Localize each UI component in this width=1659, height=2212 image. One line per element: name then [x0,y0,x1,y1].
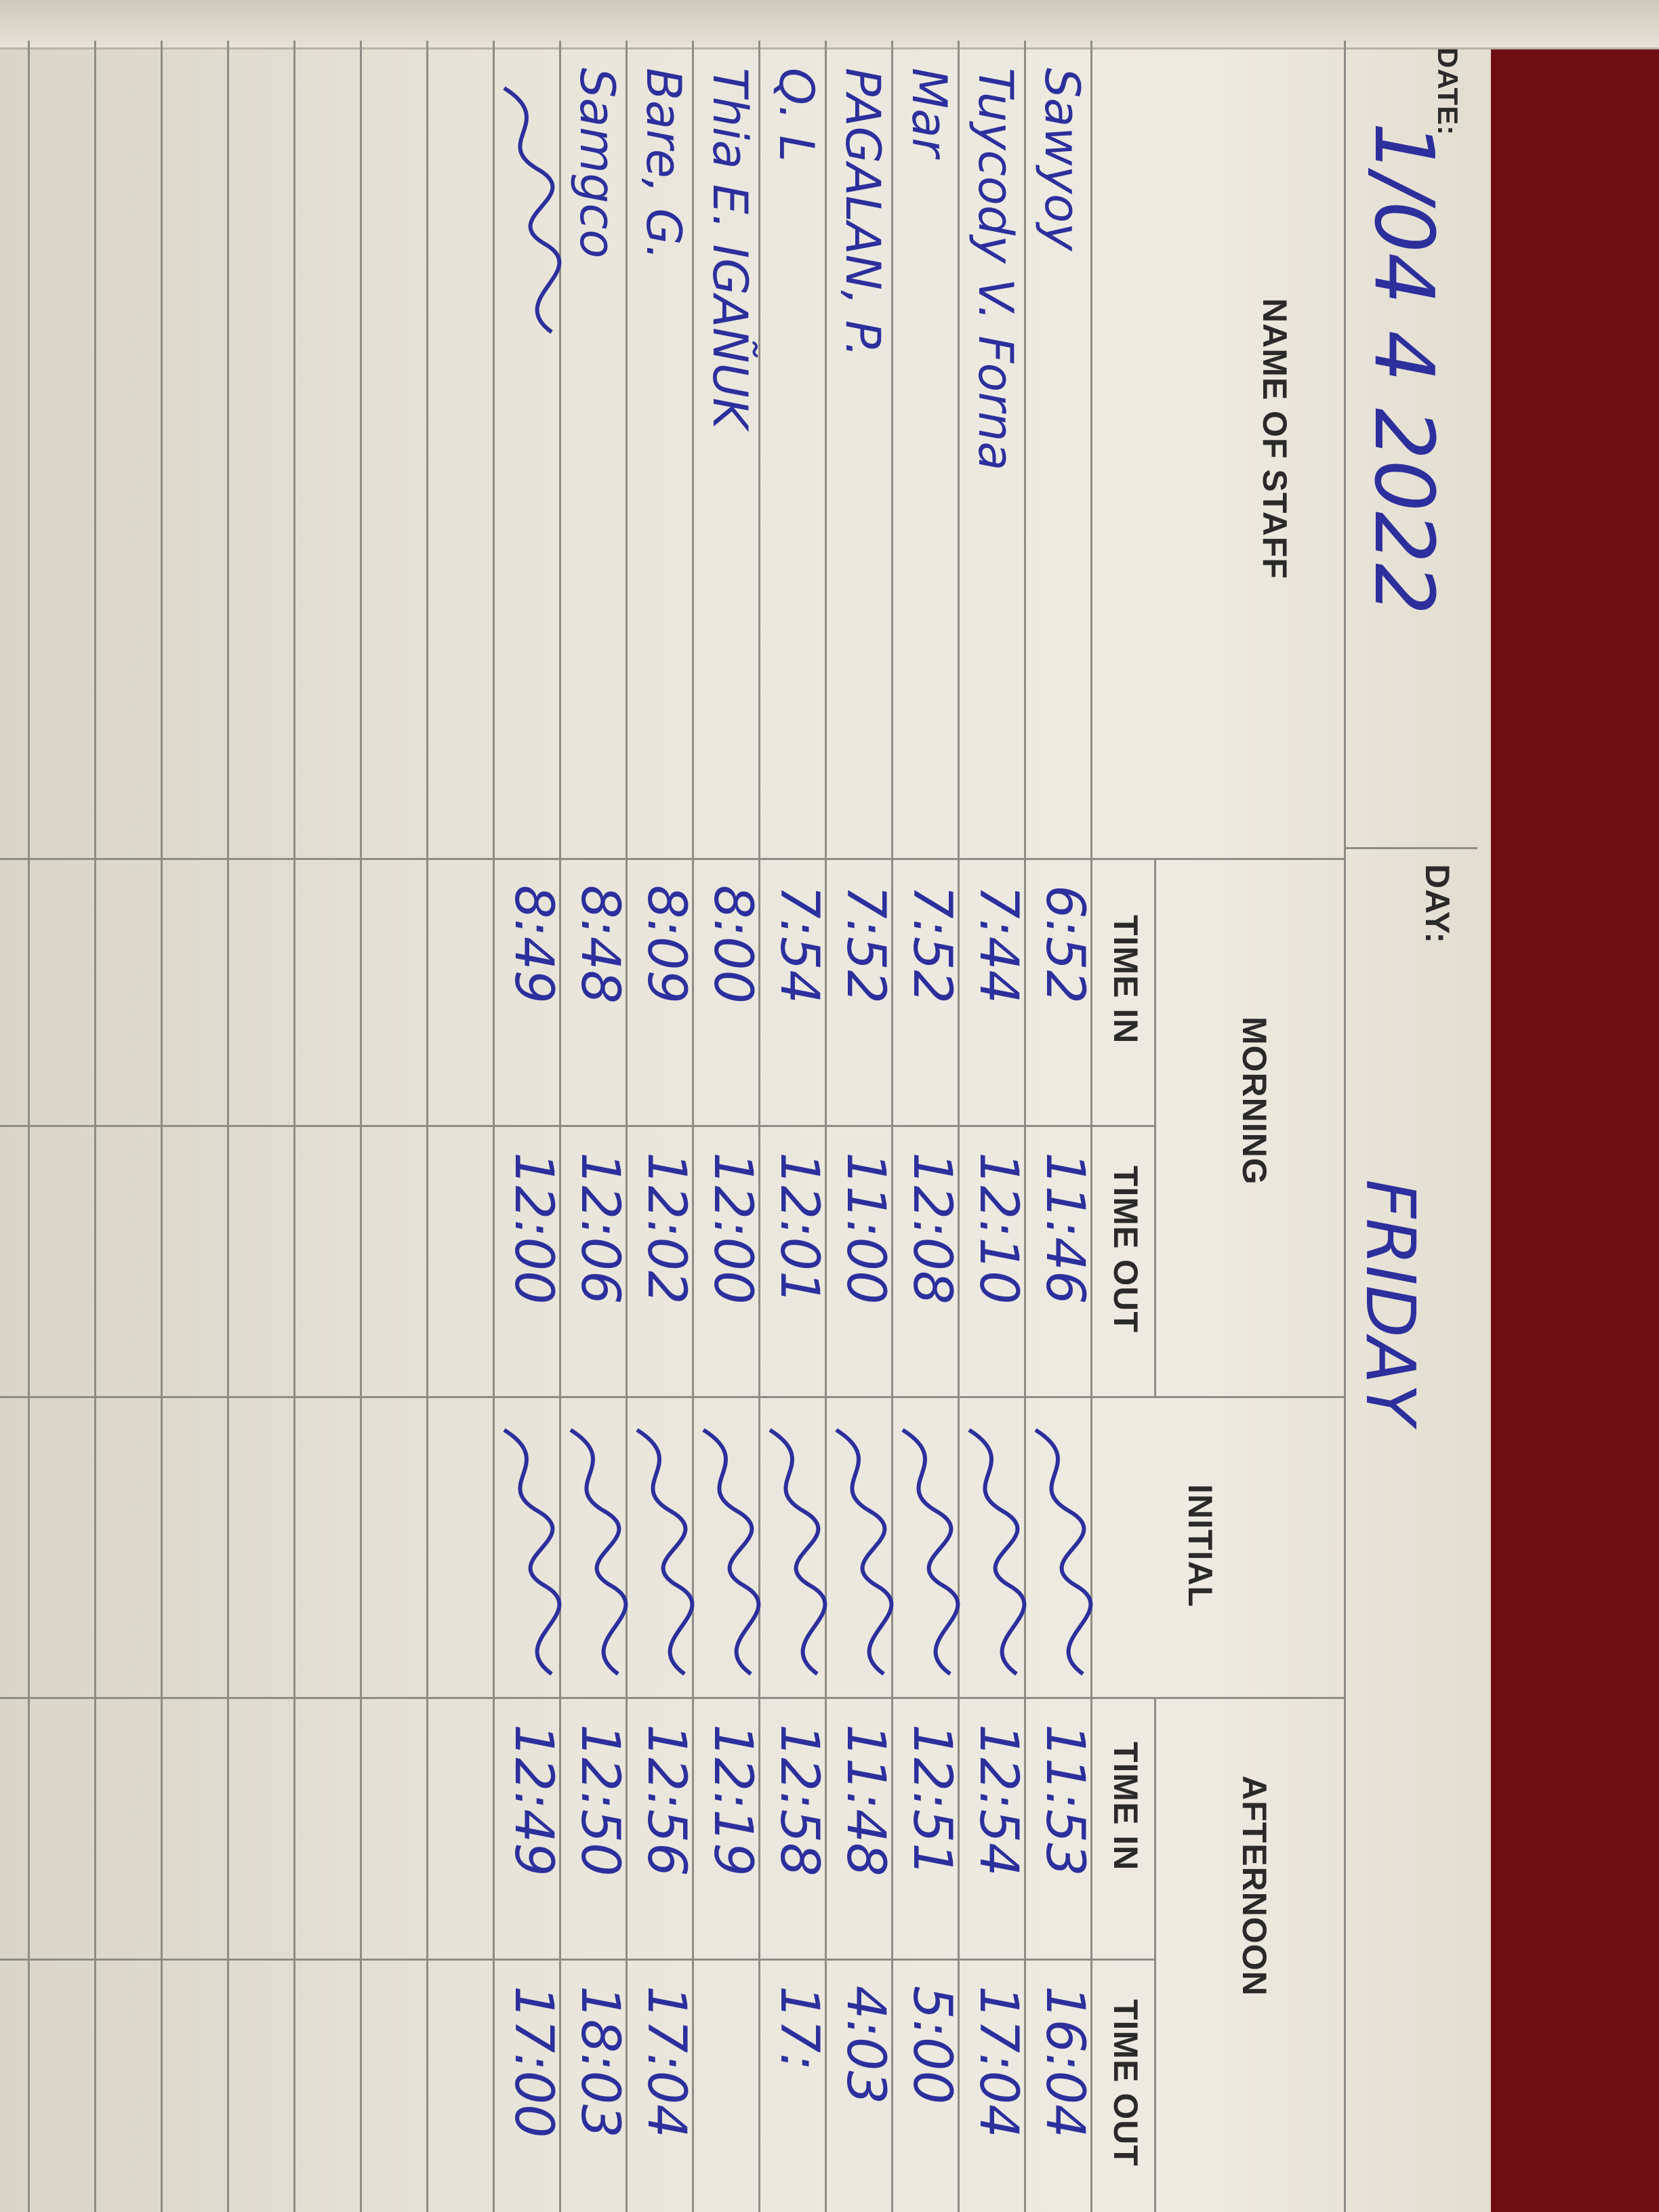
staff-name: Sawyoy [1034,68,1090,251]
time-am-out: 12:00 [702,1152,763,1305]
time-am-out: 12:08 [901,1152,962,1305]
day-value: FRIDAY [1351,1179,1430,1425]
morning-header: MORNING [1235,1017,1273,1185]
time-am-in: 6:52 [1034,885,1095,1004]
time-am-out: 12:00 [503,1152,564,1305]
logbook-page [0,0,1491,2212]
time-pm-out: 16:04 [1034,1986,1095,2138]
time-pm-in: 12:49 [503,1724,564,1877]
column-divider [0,1959,1156,1961]
time-am-out: 12:01 [769,1152,830,1305]
time-pm-out: 5:00 [901,1986,962,2105]
time-am-in: 8:48 [569,885,630,1004]
staff-signature [503,86,562,334]
morning-time-in-header: TIME IN [1107,915,1145,1044]
name-of-staff-header: NAME OF STAFF [1256,298,1294,579]
time-am-in: 7:52 [835,885,896,1004]
initial-signature [569,1428,628,1676]
initial-signature [769,1428,827,1676]
time-am-out: 11:46 [1034,1152,1095,1305]
column-divider [0,858,1346,860]
time-pm-in: 11:48 [835,1724,896,1877]
time-pm-out: 17:04 [636,1986,697,2138]
time-am-out: 12:02 [636,1152,697,1305]
staff-name: Tuycody V. Forna [968,68,1023,471]
table-top-line [1344,41,1346,2212]
time-pm-out: 17: [769,1986,830,2071]
initial-signature [702,1428,761,1676]
time-am-in: 7:54 [769,885,830,1004]
time-am-out: 11:00 [835,1152,896,1305]
attendance-sheet: DATE: 1/04 4 2022 DAY: FRIDAY NAME OF ST… [0,41,1477,2212]
subheader-line [1154,1697,1156,2212]
date-value: 1/04 4 2022 [1356,122,1450,615]
initial-signature [503,1428,562,1676]
time-pm-in: 12:56 [636,1724,697,1877]
staff-name: Bare, G. [636,68,691,260]
day-label: DAY: [1418,864,1456,944]
initial-signature [968,1428,1027,1676]
time-am-out: 12:06 [569,1152,630,1305]
staff-name: Q. L [769,68,824,162]
time-pm-in: 11:53 [1034,1724,1095,1877]
time-pm-out: 17:04 [968,1986,1029,2138]
time-am-in: 7:52 [901,885,962,1004]
initial-signature [835,1428,894,1676]
time-pm-out: 4:03 [835,1986,896,2105]
afternoon-time-in-header: TIME IN [1107,1742,1145,1871]
day-divider [1346,847,1477,849]
time-am-in: 7:44 [968,885,1029,1004]
time-pm-in: 12:54 [968,1724,1029,1877]
time-am-out: 12:10 [968,1152,1029,1305]
initial-signature [636,1428,695,1676]
initial-signature [1034,1428,1093,1676]
time-am-in: 8:00 [702,885,763,1004]
time-pm-in: 12:51 [901,1724,962,1877]
time-am-in: 8:09 [636,885,697,1004]
staff-name: Samgco [569,68,625,259]
column-divider [0,1697,1346,1699]
time-pm-out: 18:03 [569,1986,630,2138]
time-pm-in: 12:50 [569,1724,630,1877]
time-pm-in: 12:58 [769,1724,830,1877]
column-divider [0,1396,1346,1398]
afternoon-header: AFTERNOON [1235,1776,1273,1996]
time-am-in: 8:49 [503,885,564,1004]
column-divider [0,1125,1156,1127]
time-pm-out: 17:00 [503,1986,564,2138]
staff-name: PAGALAN, P. [835,68,890,358]
afternoon-time-out-header: TIME OUT [1107,1999,1145,2167]
morning-time-out-header: TIME OUT [1107,1166,1145,1333]
subheader-line [1154,858,1156,1396]
initial-signature [901,1428,960,1676]
time-pm-in: 12:19 [702,1724,763,1877]
page-edge [0,0,1659,49]
initial-header: INITIAL [1181,1484,1219,1607]
staff-name: Mar [901,68,957,158]
staff-name: Thia E. IGAÑUK [702,68,758,429]
